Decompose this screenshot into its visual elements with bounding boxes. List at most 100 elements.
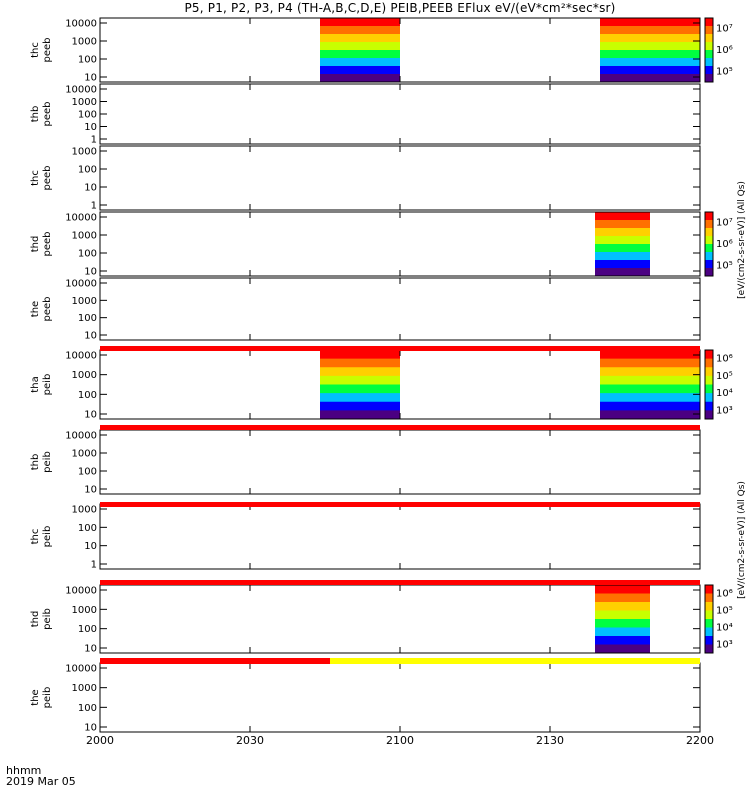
colorbar-tick-label: 10⁷ (716, 24, 733, 35)
spectrogram-band (595, 244, 650, 253)
spectrogram-band (600, 358, 700, 368)
colorbar-segment (705, 244, 713, 253)
y-tick-label: 1000 (72, 605, 97, 616)
panel-frame (99, 277, 701, 341)
colorbar-segment (705, 627, 713, 637)
spectrogram-band (600, 66, 700, 75)
colorbar-segment (705, 268, 713, 277)
colorbar-title-ion: [eV/(cm2-s-sr-eV)] (All Qs) (737, 481, 747, 599)
y-tick-label: 1 (91, 201, 97, 212)
y-tick-label: 10 (84, 331, 97, 342)
probe-label: thb (30, 106, 41, 123)
spectrogram-band (600, 367, 700, 377)
probe-label: tha (30, 376, 41, 392)
quantity-label: peeb (42, 102, 53, 127)
colorbar-segment (705, 375, 713, 385)
y-tick-label: 1000 (72, 505, 97, 516)
spectrogram-band (600, 18, 700, 27)
y-tick-label: 10000 (65, 351, 97, 362)
spectrogram-band (595, 610, 650, 620)
spectrogram-band (320, 401, 400, 411)
colorbar-segment (705, 34, 713, 43)
y-tick-label: 100 (78, 390, 97, 401)
y-tick-label: 1000 (72, 97, 97, 108)
y-tick-label: 100 (78, 110, 97, 121)
spectrogram-band (595, 252, 650, 261)
x-tick-label: 2000 (86, 734, 114, 747)
spectrogram-band (320, 34, 400, 43)
spectrogram-band (600, 410, 700, 420)
spectrogram-band (595, 627, 650, 637)
date-label: 2019 Mar 05 (6, 775, 76, 788)
colorbar-tick-label: 10⁵ (716, 606, 733, 617)
y-tick-label: 10000 (65, 19, 97, 30)
spectrogram-band (600, 401, 700, 411)
y-tick-label: 1000 (72, 231, 97, 242)
y-tick-label: 10 (84, 485, 97, 496)
panel-thb-peib: thb peib (30, 429, 701, 495)
colorbar-tick-label: 10³ (716, 405, 733, 416)
x-tick-label: 2030 (236, 734, 264, 747)
spectrogram-band (320, 367, 400, 377)
spectrogram-band (595, 236, 650, 245)
panel-the-peib: the peib (30, 662, 701, 733)
colorbar-tick-label: 10³ (716, 640, 733, 651)
colorbar-segment (705, 58, 713, 67)
spectrogram-band (320, 384, 400, 394)
colorbar-segment (705, 228, 713, 237)
quantity-label: peib (42, 451, 53, 473)
colorbar-segment (705, 384, 713, 394)
y-tick-label: 1000 (72, 37, 97, 48)
panel-label: tha peib (30, 374, 53, 396)
panel-label: the peib (30, 687, 53, 709)
spectrogram-band (595, 593, 650, 603)
colorbar-tick-label: 10⁶ (716, 354, 733, 365)
colorbar-frame (704, 211, 714, 277)
panel-label: thb peeb (30, 102, 53, 127)
colorbar-segment (705, 393, 713, 403)
panel-thd-peeb: thd peeb (30, 211, 714, 277)
y-tick-label: 1000 (72, 683, 97, 694)
colorbar-frame (704, 349, 714, 420)
y-tick-label: 100 (78, 313, 97, 324)
probe-label: thd (30, 236, 41, 253)
colorbar-segment (705, 585, 713, 594)
colorbar-segment (705, 74, 713, 83)
status-bar-segment (100, 658, 330, 664)
spectrogram-band (595, 268, 650, 277)
spectrogram-band (595, 602, 650, 611)
panel-thd-peib: thd peib (30, 584, 714, 654)
colorbar-segment (705, 50, 713, 59)
panel-thb-peeb: thb peeb (30, 83, 701, 145)
panel-label: thb peib (30, 451, 53, 473)
spectrogram-band (600, 375, 700, 385)
y-tick-label: 10000 (65, 279, 97, 290)
plot-title: P5, P1, P2, P3, P4 (TH-A,B,C,D,E) PEIB,P… (184, 1, 616, 15)
colorbar-tick-label: 10⁴ (716, 388, 733, 399)
panel-frame (99, 145, 701, 211)
colorbar-segment (705, 610, 713, 620)
spectrogram-band (320, 26, 400, 35)
colorbar-segment (705, 66, 713, 75)
colorbar-segment (705, 636, 713, 645)
colorbar-segment (705, 220, 713, 229)
spectrogram-band (600, 74, 700, 83)
panel-label: thc peib (30, 526, 53, 548)
y-tick-label: 1000 (72, 147, 97, 158)
spectrogram-band (320, 58, 400, 67)
quantity-label: peib (42, 526, 53, 548)
spectrogram-band (320, 375, 400, 385)
spectrogram-band (320, 18, 400, 27)
quantity-label: peeb (42, 38, 53, 63)
y-tick-label: 100 (78, 523, 97, 534)
y-tick-label: 10 (84, 267, 97, 278)
spectrogram-band (320, 66, 400, 75)
y-tick-label: 10 (84, 410, 97, 421)
colorbar-segment (705, 26, 713, 35)
y-tick-label: 1 (91, 135, 97, 146)
spectrogram-band (595, 619, 650, 628)
probe-label: the (30, 689, 41, 705)
colorbar-segment (705, 212, 713, 221)
spectrogram-band (595, 644, 650, 654)
colorbar-segment (705, 593, 713, 603)
